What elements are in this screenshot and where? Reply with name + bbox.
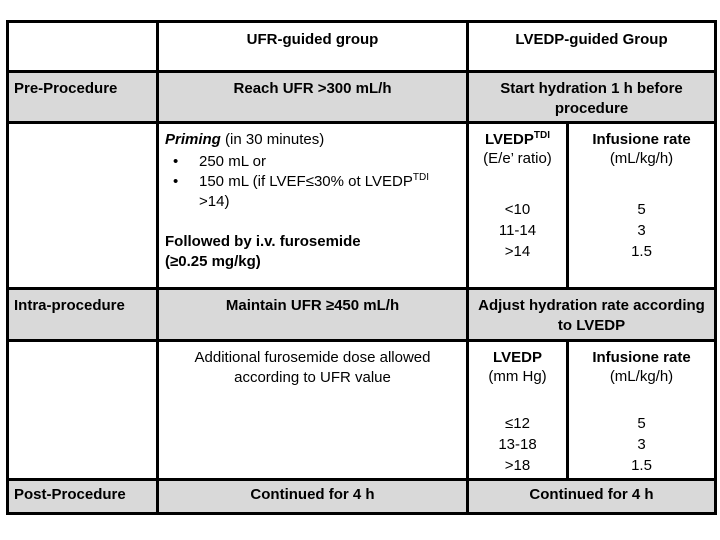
lvedp-subtitle: (mm Hg) bbox=[488, 368, 547, 385]
lvedp-value: ≤12 bbox=[505, 415, 530, 432]
post-procedure-label: Post-Procedure bbox=[6, 478, 159, 515]
lvedp-tdi-title: LVEDP bbox=[484, 131, 534, 148]
furosemide-note-line2: (≥0.25 mg/kg) bbox=[165, 253, 261, 270]
priming-title: Priming (in 30 minutes) bbox=[165, 130, 460, 150]
lvedp-tdi-header: LVEDPTDI bbox=[475, 130, 560, 149]
priming-cell: Priming (in 30 minutes) • 250 mL or • 15… bbox=[156, 121, 469, 290]
additional-furosemide-cell: Additional furosemide dose allowed accor… bbox=[156, 339, 469, 481]
intra-lvedp-cell: Adjust hydration rate according to LVEDP bbox=[466, 287, 717, 342]
intra-infusion-rate-column: Infusione rate (mL/kg/h) 5 3 1.5 bbox=[566, 339, 717, 481]
priming-title-note: (in 30 minutes) bbox=[220, 131, 325, 148]
tdi-superscript: TDI bbox=[412, 172, 429, 183]
header-lvedp-group: LVEDP-guided Group bbox=[466, 20, 717, 73]
priming-bullet-2-main: 150 mL (if LVEF≤30% ot LVEDP bbox=[199, 173, 413, 190]
priming-bullet-2-cont: >14) bbox=[199, 193, 230, 210]
lvedp-value: 13-18 bbox=[498, 436, 537, 453]
priming-bullet-1-text: 250 mL or bbox=[199, 153, 266, 170]
intra-detail-row: Additional furosemide dose allowed accor… bbox=[6, 339, 717, 481]
lvedp-tdi-value: <10 bbox=[504, 201, 531, 218]
lvedp-tdi-value: 11-14 bbox=[498, 222, 537, 239]
pre-infusion-rate-column: Infusione rate (mL/kg/h) 5 3 1.5 bbox=[566, 121, 717, 290]
lvedp-values: ≤12 13-18 >18 bbox=[475, 413, 560, 476]
lvedp-value: >18 bbox=[504, 457, 531, 474]
infusion-rate-value: 1.5 bbox=[631, 457, 652, 474]
pre-procedure-label: Pre-Procedure bbox=[6, 70, 159, 124]
pre-lvedp-cell: Start hydration 1 h before procedure bbox=[466, 70, 717, 124]
bullet-marker: • bbox=[173, 173, 179, 190]
infusion-rate-value: 1.5 bbox=[631, 243, 652, 260]
infusion-rate-value: 3 bbox=[637, 436, 646, 453]
infusion-rate-value: 5 bbox=[637, 201, 646, 218]
furosemide-note: Followed by i.v. furosemide (≥0.25 mg/kg) bbox=[165, 232, 460, 272]
infusion-rate-value: 3 bbox=[637, 222, 646, 239]
intra-ufr-cell: Maintain UFR ≥450 mL/h bbox=[156, 287, 469, 342]
pre-detail-row: Priming (in 30 minutes) • 250 mL or • 15… bbox=[6, 121, 717, 290]
priming-bullet-1: • 250 mL or bbox=[165, 152, 460, 172]
pre-ufr-cell: Reach UFR >300 mL/h bbox=[156, 70, 469, 124]
header-empty-cell bbox=[6, 20, 159, 73]
infusion-rate-values: 5 3 1.5 bbox=[575, 199, 708, 262]
intra-lvedp-column: LVEDP (mm Hg) ≤12 13-18 >18 bbox=[466, 339, 569, 481]
pre-lvedp-tdi-column: LVEDPTDI (E/e’ ratio) <10 11-14 >14 bbox=[466, 121, 569, 290]
hydration-protocol-table: UFR-guided group LVEDP-guided Group Pre-… bbox=[6, 20, 717, 515]
furosemide-note-line1: Followed by i.v. furosemide bbox=[165, 233, 361, 250]
pre-procedure-row: Pre-Procedure Reach UFR >300 mL/h Start … bbox=[6, 70, 717, 124]
post-lvedp-cell: Continued for 4 h bbox=[466, 478, 717, 515]
intra-procedure-row: Intra-procedure Maintain UFR ≥450 mL/h A… bbox=[6, 287, 717, 342]
header-row: UFR-guided group LVEDP-guided Group bbox=[6, 20, 717, 73]
lvedp-tdi-values: <10 11-14 >14 bbox=[475, 199, 560, 262]
header-ufr-group: UFR-guided group bbox=[156, 20, 469, 73]
infusion-rate-values: 5 3 1.5 bbox=[575, 413, 708, 476]
lvedp-tdi-value: >14 bbox=[504, 243, 531, 260]
post-ufr-cell: Continued for 4 h bbox=[156, 478, 469, 515]
infusion-rate-value: 5 bbox=[637, 415, 646, 432]
priming-title-word: Priming bbox=[165, 131, 221, 148]
bullet-marker: • bbox=[173, 153, 179, 170]
post-procedure-row: Post-Procedure Continued for 4 h Continu… bbox=[6, 478, 717, 515]
intra-detail-empty-cell bbox=[6, 339, 159, 481]
priming-bullet-2-text: 150 mL (if LVEF≤30% ot LVEDPTDI >14) bbox=[199, 172, 460, 212]
lvedp-tdi-subtitle: (E/e’ ratio) bbox=[483, 150, 552, 167]
infusion-rate-subtitle: (mL/kg/h) bbox=[609, 368, 674, 385]
infusion-rate-subtitle: (mL/kg/h) bbox=[609, 150, 674, 167]
infusion-rate-header: Infusione rate bbox=[592, 131, 691, 148]
priming-bullet-2: • 150 mL (if LVEF≤30% ot LVEDPTDI >14) bbox=[165, 172, 460, 212]
intra-procedure-label: Intra-procedure bbox=[6, 287, 159, 342]
lvedp-header: LVEDP bbox=[493, 349, 542, 366]
infusion-rate-header: Infusione rate bbox=[592, 349, 691, 366]
tdi-superscript: TDI bbox=[533, 130, 550, 141]
pre-detail-empty-cell bbox=[6, 121, 159, 290]
